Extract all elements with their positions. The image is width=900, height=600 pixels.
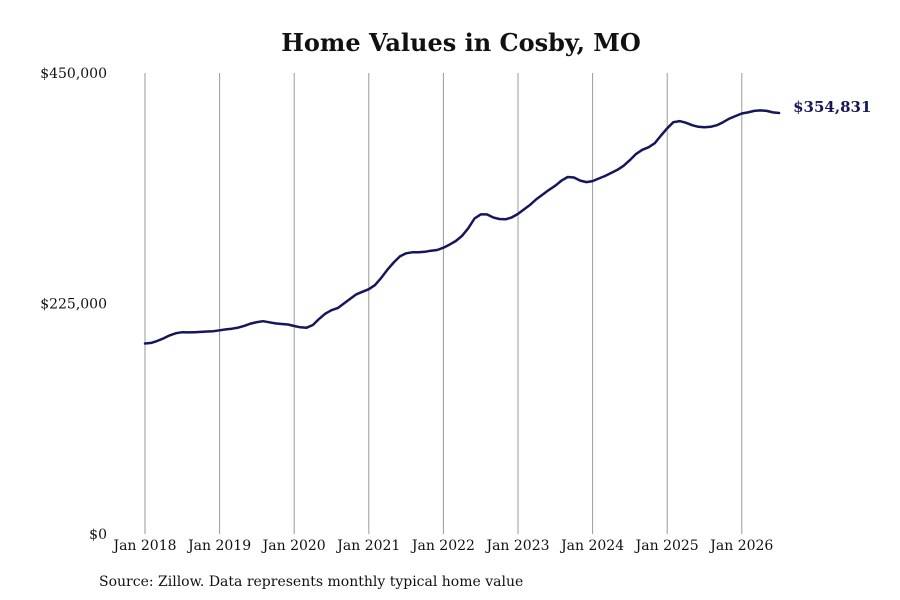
y-tick-label: $0 [89, 527, 107, 543]
end-value-label: $354,831 [793, 98, 871, 116]
x-tick-label: Jan 2022 [410, 538, 475, 554]
series-line [143, 109, 781, 345]
x-tick-label: Jan 2023 [484, 538, 549, 554]
x-tick-label: Jan 2021 [335, 538, 400, 554]
chart-title: Home Values in Cosby, MO [281, 28, 641, 57]
x-tick-label: Jan 2024 [559, 538, 624, 554]
y-tick-label: $450,000 [40, 66, 107, 82]
x-tick-label: Jan 2018 [111, 538, 176, 554]
x-tick-label: Jan 2020 [261, 538, 326, 554]
x-tick-label: Jan 2025 [634, 538, 699, 554]
x-tick-label: Jan 2019 [186, 538, 251, 554]
x-tick-label: Jan 2026 [708, 538, 773, 554]
y-tick-label: $225,000 [40, 297, 107, 313]
source-note: Source: Zillow. Data represents monthly … [99, 574, 524, 590]
